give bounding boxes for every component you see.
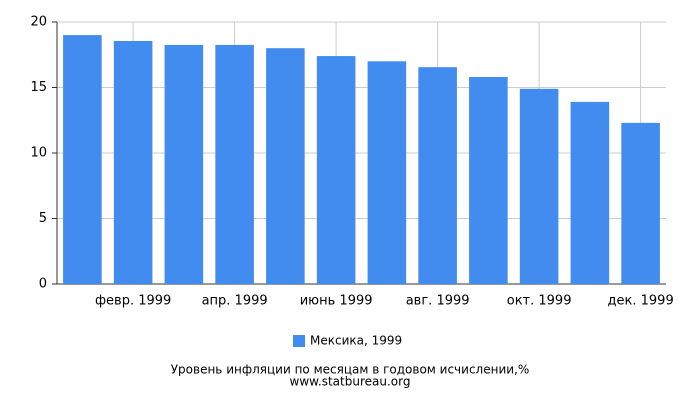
chart-title: Уровень инфляции по месяцам в годовом ис…: [171, 363, 530, 377]
x-tick-label: дек. 1999: [608, 294, 674, 309]
source: www.statbureau.org: [290, 375, 411, 389]
y-tick-label: 0: [39, 277, 47, 292]
y-tick-label: 15: [30, 80, 47, 95]
bar: [316, 56, 356, 285]
bar: [113, 40, 153, 285]
bar: [164, 44, 204, 284]
bar: [519, 88, 559, 284]
bar: [215, 44, 254, 284]
bar: [469, 77, 508, 285]
y-tick-label: 10: [30, 146, 47, 161]
legend-label: Мексика, 1999: [310, 334, 402, 348]
bar: [621, 122, 660, 285]
x-tick-label: февр. 1999: [95, 294, 171, 309]
legend-swatch: [293, 335, 305, 347]
x-tick-label: апр. 1999: [202, 294, 268, 309]
bar: [418, 67, 457, 284]
bar: [570, 101, 610, 284]
x-tick-label: авг. 1999: [406, 294, 470, 309]
x-tick-label: окт. 1999: [507, 294, 572, 309]
y-tick-label: 5: [39, 211, 47, 226]
y-tick-label: 20: [30, 15, 47, 30]
bar: [266, 48, 305, 285]
bar: [63, 35, 102, 284]
x-tick-label: июнь 1999: [300, 294, 373, 309]
bar: [367, 61, 407, 284]
